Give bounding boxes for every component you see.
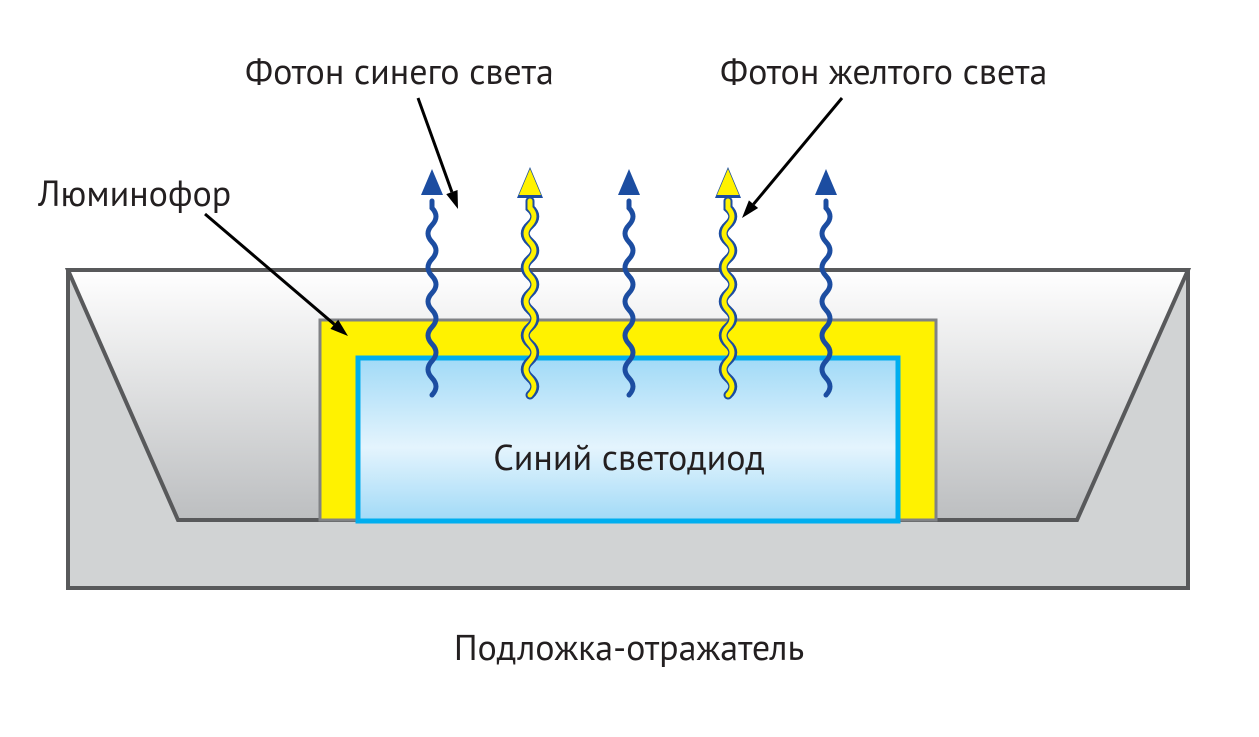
label-substrate: Подложка-отражатель <box>454 623 804 670</box>
label-yellow-photon: Фотон желтого света <box>720 47 1047 94</box>
label-phosphor: Люминофор <box>37 169 231 216</box>
label-blue-led: Синий светодиод <box>493 433 765 480</box>
label-blue-photon: Фотон синего света <box>245 47 554 94</box>
